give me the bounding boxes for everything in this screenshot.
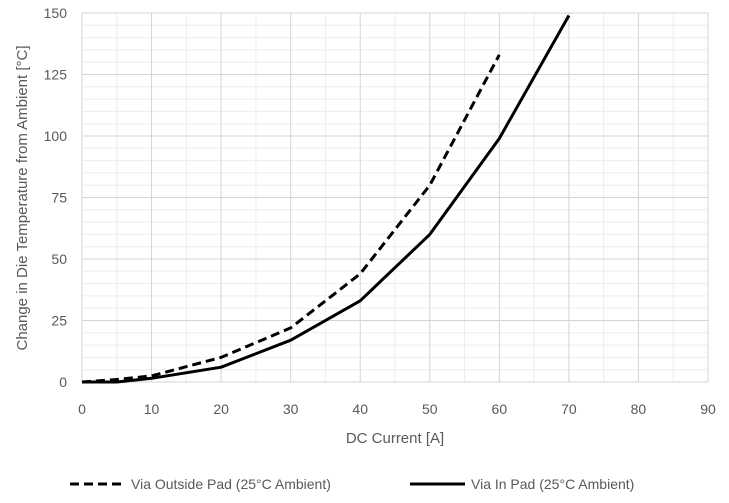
x-tick-label: 70 [561,401,577,417]
legend-label: Via In Pad (25°C Ambient) [471,476,634,492]
legend: Via Outside Pad (25°C Ambient) Via In Pad… [70,476,634,492]
x-tick-label: 60 [492,401,508,417]
tick-labels: 0 10 20 30 40 50 60 70 80 90 0 25 50 75 100 125 150 [44,5,716,417]
y-tick-label: 50 [51,251,67,267]
x-tick-label: 30 [283,401,299,417]
x-tick-label: 40 [352,401,368,417]
y-tick-label: 125 [44,67,68,83]
y-axis-title: Change in Die Temperature from Ambient [… [14,45,31,350]
y-tick-label: 75 [51,190,67,206]
x-tick-label: 50 [422,401,438,417]
x-tick-label: 90 [700,401,716,417]
x-tick-label: 10 [144,401,160,417]
y-tick-label: 25 [51,313,67,329]
series-line-via-in-pad [82,14,571,384]
x-tick-label: 0 [78,401,86,417]
y-tick-label: 150 [44,5,68,21]
y-tick-label: 0 [59,374,67,390]
y-tick-label: 100 [44,128,68,144]
x-tick-label: 80 [631,401,647,417]
x-tick-label: 20 [213,401,229,417]
series-layer [81,14,571,384]
legend-label: Via Outside Pad (25°C Ambient) [131,476,331,492]
series-line-via-outside-pad [81,54,501,384]
major-gridlines [81,12,709,383]
x-axis-title: DC Current [A] [346,430,444,447]
